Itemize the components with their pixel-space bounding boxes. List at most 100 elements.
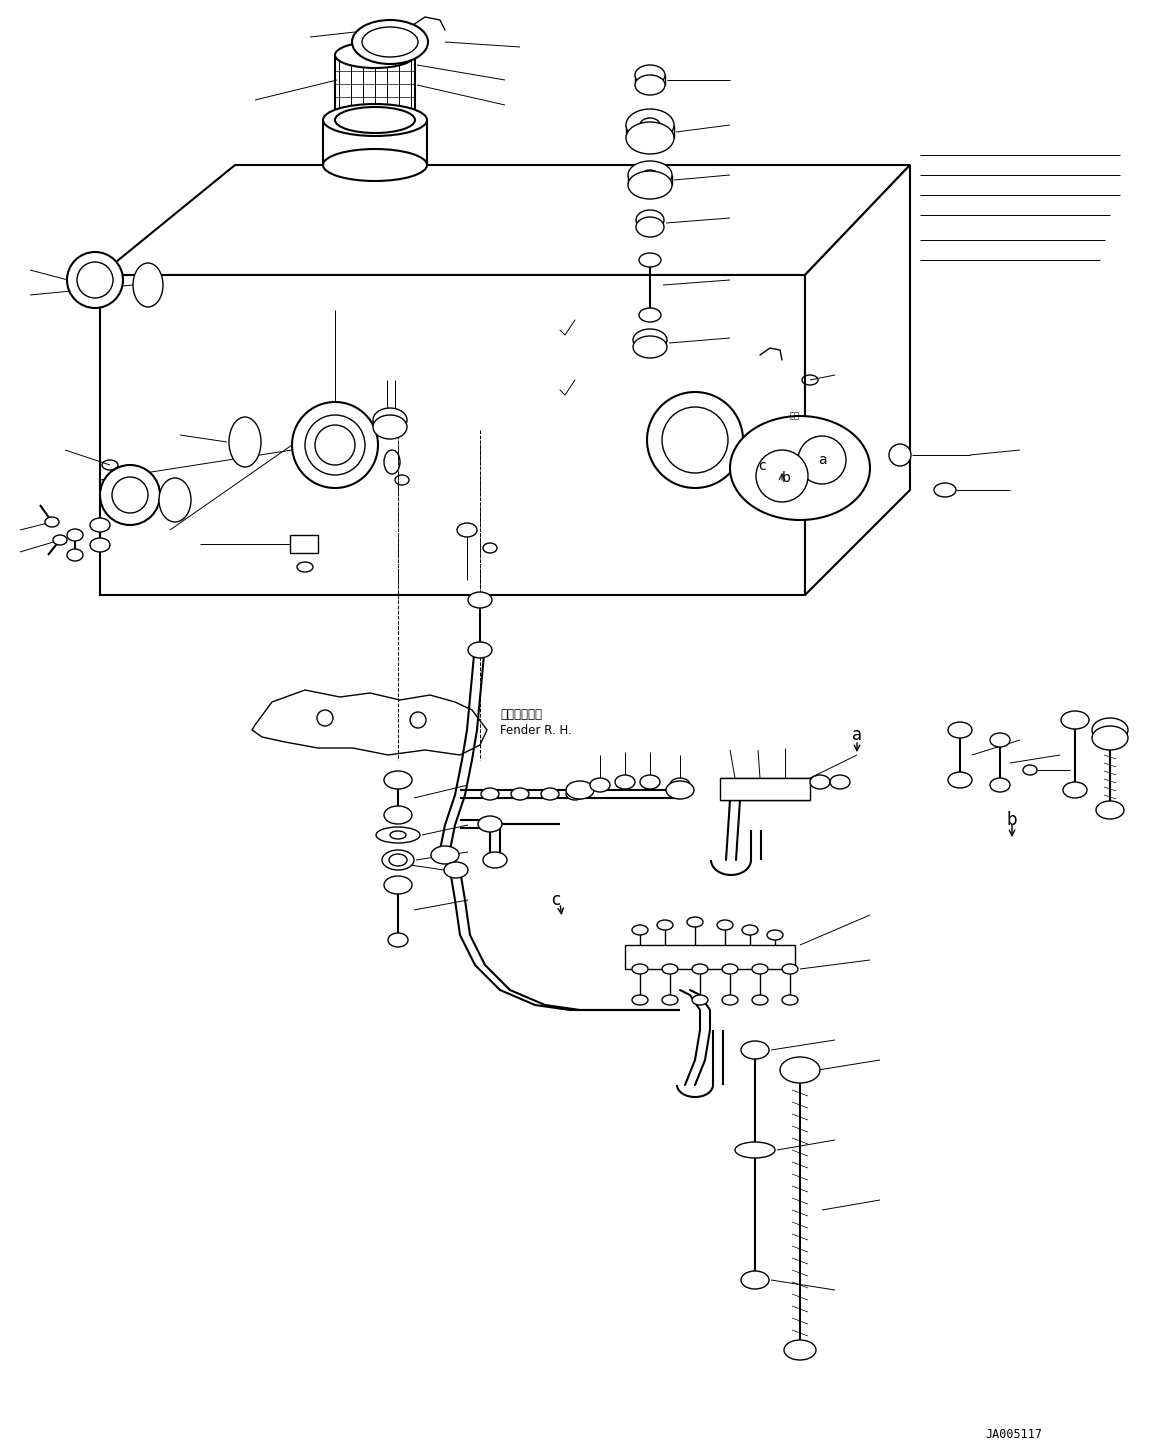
Circle shape (100, 465, 160, 525)
Ellipse shape (662, 995, 678, 1005)
Ellipse shape (53, 535, 67, 545)
Ellipse shape (133, 263, 163, 307)
Bar (625, 944, 795, 969)
Text: a: a (852, 726, 862, 744)
Ellipse shape (373, 408, 407, 432)
Ellipse shape (830, 774, 850, 789)
Ellipse shape (692, 963, 708, 974)
Ellipse shape (323, 150, 427, 182)
Ellipse shape (335, 108, 415, 134)
Ellipse shape (670, 777, 690, 792)
Ellipse shape (478, 817, 502, 833)
Ellipse shape (541, 788, 559, 801)
Ellipse shape (632, 995, 648, 1005)
Ellipse shape (444, 862, 468, 878)
Ellipse shape (229, 417, 261, 466)
Ellipse shape (718, 920, 733, 930)
Ellipse shape (692, 995, 708, 1005)
Ellipse shape (657, 920, 673, 930)
Ellipse shape (636, 211, 664, 230)
Ellipse shape (638, 308, 661, 323)
Ellipse shape (948, 772, 972, 788)
Ellipse shape (90, 519, 110, 532)
Ellipse shape (990, 777, 1009, 792)
Ellipse shape (468, 642, 492, 658)
Ellipse shape (722, 963, 739, 974)
Ellipse shape (633, 328, 668, 352)
Circle shape (889, 445, 911, 466)
Ellipse shape (735, 1142, 775, 1158)
Text: JA005117: JA005117 (985, 1428, 1042, 1441)
Text: a: a (818, 453, 827, 466)
Ellipse shape (468, 591, 492, 607)
Ellipse shape (633, 336, 668, 357)
Ellipse shape (381, 850, 414, 870)
Ellipse shape (741, 1040, 769, 1059)
Text: 乙ゴ: 乙ゴ (790, 411, 800, 420)
Ellipse shape (809, 774, 830, 789)
Ellipse shape (566, 782, 594, 799)
Ellipse shape (636, 216, 664, 237)
Ellipse shape (1092, 718, 1128, 742)
Ellipse shape (635, 65, 665, 84)
Ellipse shape (722, 995, 739, 1005)
Ellipse shape (90, 538, 110, 552)
Ellipse shape (752, 995, 768, 1005)
Ellipse shape (67, 529, 83, 541)
Ellipse shape (780, 1056, 820, 1082)
Ellipse shape (626, 122, 675, 154)
Ellipse shape (741, 1271, 769, 1289)
Ellipse shape (388, 933, 408, 947)
Ellipse shape (566, 788, 584, 801)
Ellipse shape (1063, 782, 1087, 798)
Ellipse shape (632, 926, 648, 934)
Bar (290, 535, 317, 554)
Ellipse shape (384, 806, 412, 824)
Ellipse shape (511, 788, 529, 801)
Circle shape (292, 402, 378, 488)
Ellipse shape (615, 774, 635, 789)
Text: b: b (1007, 811, 1018, 830)
Ellipse shape (752, 963, 768, 974)
Polygon shape (100, 166, 909, 275)
Polygon shape (805, 166, 909, 594)
Ellipse shape (768, 930, 783, 940)
Ellipse shape (352, 20, 428, 64)
Ellipse shape (948, 722, 972, 738)
Ellipse shape (784, 1340, 816, 1360)
Ellipse shape (666, 782, 694, 799)
Ellipse shape (376, 827, 420, 843)
Ellipse shape (626, 109, 675, 141)
Text: c: c (551, 891, 561, 910)
Ellipse shape (784, 1061, 816, 1080)
Ellipse shape (45, 517, 59, 527)
Ellipse shape (782, 963, 798, 974)
Ellipse shape (628, 171, 672, 199)
Ellipse shape (742, 926, 758, 934)
Ellipse shape (481, 788, 499, 801)
Ellipse shape (67, 549, 83, 561)
Text: c: c (758, 459, 765, 474)
Ellipse shape (635, 76, 665, 94)
Ellipse shape (990, 732, 1009, 747)
Bar (720, 777, 809, 801)
Ellipse shape (384, 876, 412, 894)
Ellipse shape (590, 777, 611, 792)
Ellipse shape (662, 963, 678, 974)
Ellipse shape (687, 917, 702, 927)
Ellipse shape (335, 42, 415, 68)
Ellipse shape (159, 478, 191, 522)
Ellipse shape (373, 416, 407, 439)
Ellipse shape (638, 253, 661, 267)
Circle shape (67, 251, 123, 308)
Circle shape (798, 436, 846, 484)
Circle shape (756, 450, 808, 501)
Ellipse shape (782, 995, 798, 1005)
Ellipse shape (323, 105, 427, 137)
Polygon shape (100, 275, 805, 594)
Circle shape (647, 392, 743, 488)
Ellipse shape (632, 963, 648, 974)
Ellipse shape (640, 774, 659, 789)
Ellipse shape (457, 523, 477, 538)
Ellipse shape (1092, 726, 1128, 750)
